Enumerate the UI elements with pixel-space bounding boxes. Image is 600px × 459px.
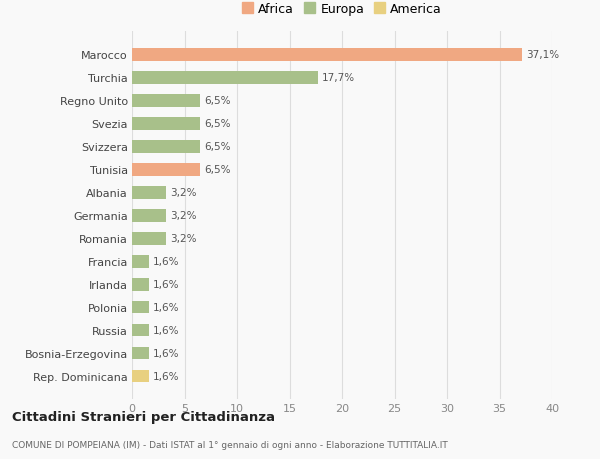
Text: 1,6%: 1,6% (153, 325, 179, 336)
Text: 3,2%: 3,2% (170, 211, 196, 221)
Text: 6,5%: 6,5% (205, 119, 231, 129)
Bar (132, 95, 200, 107)
Text: Cittadini Stranieri per Cittadinanza: Cittadini Stranieri per Cittadinanza (12, 410, 275, 423)
Text: 1,6%: 1,6% (153, 302, 179, 313)
Bar (132, 49, 521, 62)
Bar (132, 347, 149, 360)
Text: 1,6%: 1,6% (153, 348, 179, 358)
Bar (132, 370, 149, 383)
Bar (132, 255, 149, 268)
Bar (132, 301, 149, 314)
Bar (132, 324, 149, 337)
Bar (132, 118, 200, 130)
Text: 6,5%: 6,5% (205, 142, 231, 152)
Legend: Africa, Europa, America: Africa, Europa, America (239, 0, 445, 18)
Bar (132, 163, 200, 176)
Bar (132, 209, 166, 222)
Text: 6,5%: 6,5% (205, 165, 231, 175)
Text: 37,1%: 37,1% (526, 50, 559, 60)
Text: 1,6%: 1,6% (153, 280, 179, 290)
Bar (132, 232, 166, 245)
Text: 6,5%: 6,5% (205, 96, 231, 106)
Text: 3,2%: 3,2% (170, 188, 196, 198)
Text: COMUNE DI POMPEIANA (IM) - Dati ISTAT al 1° gennaio di ogni anno - Elaborazione : COMUNE DI POMPEIANA (IM) - Dati ISTAT al… (12, 441, 448, 449)
Text: 17,7%: 17,7% (322, 73, 355, 83)
Text: 3,2%: 3,2% (170, 234, 196, 244)
Bar (132, 140, 200, 153)
Bar (132, 72, 318, 84)
Text: 1,6%: 1,6% (153, 371, 179, 381)
Text: 1,6%: 1,6% (153, 257, 179, 267)
Bar (132, 186, 166, 199)
Bar (132, 278, 149, 291)
